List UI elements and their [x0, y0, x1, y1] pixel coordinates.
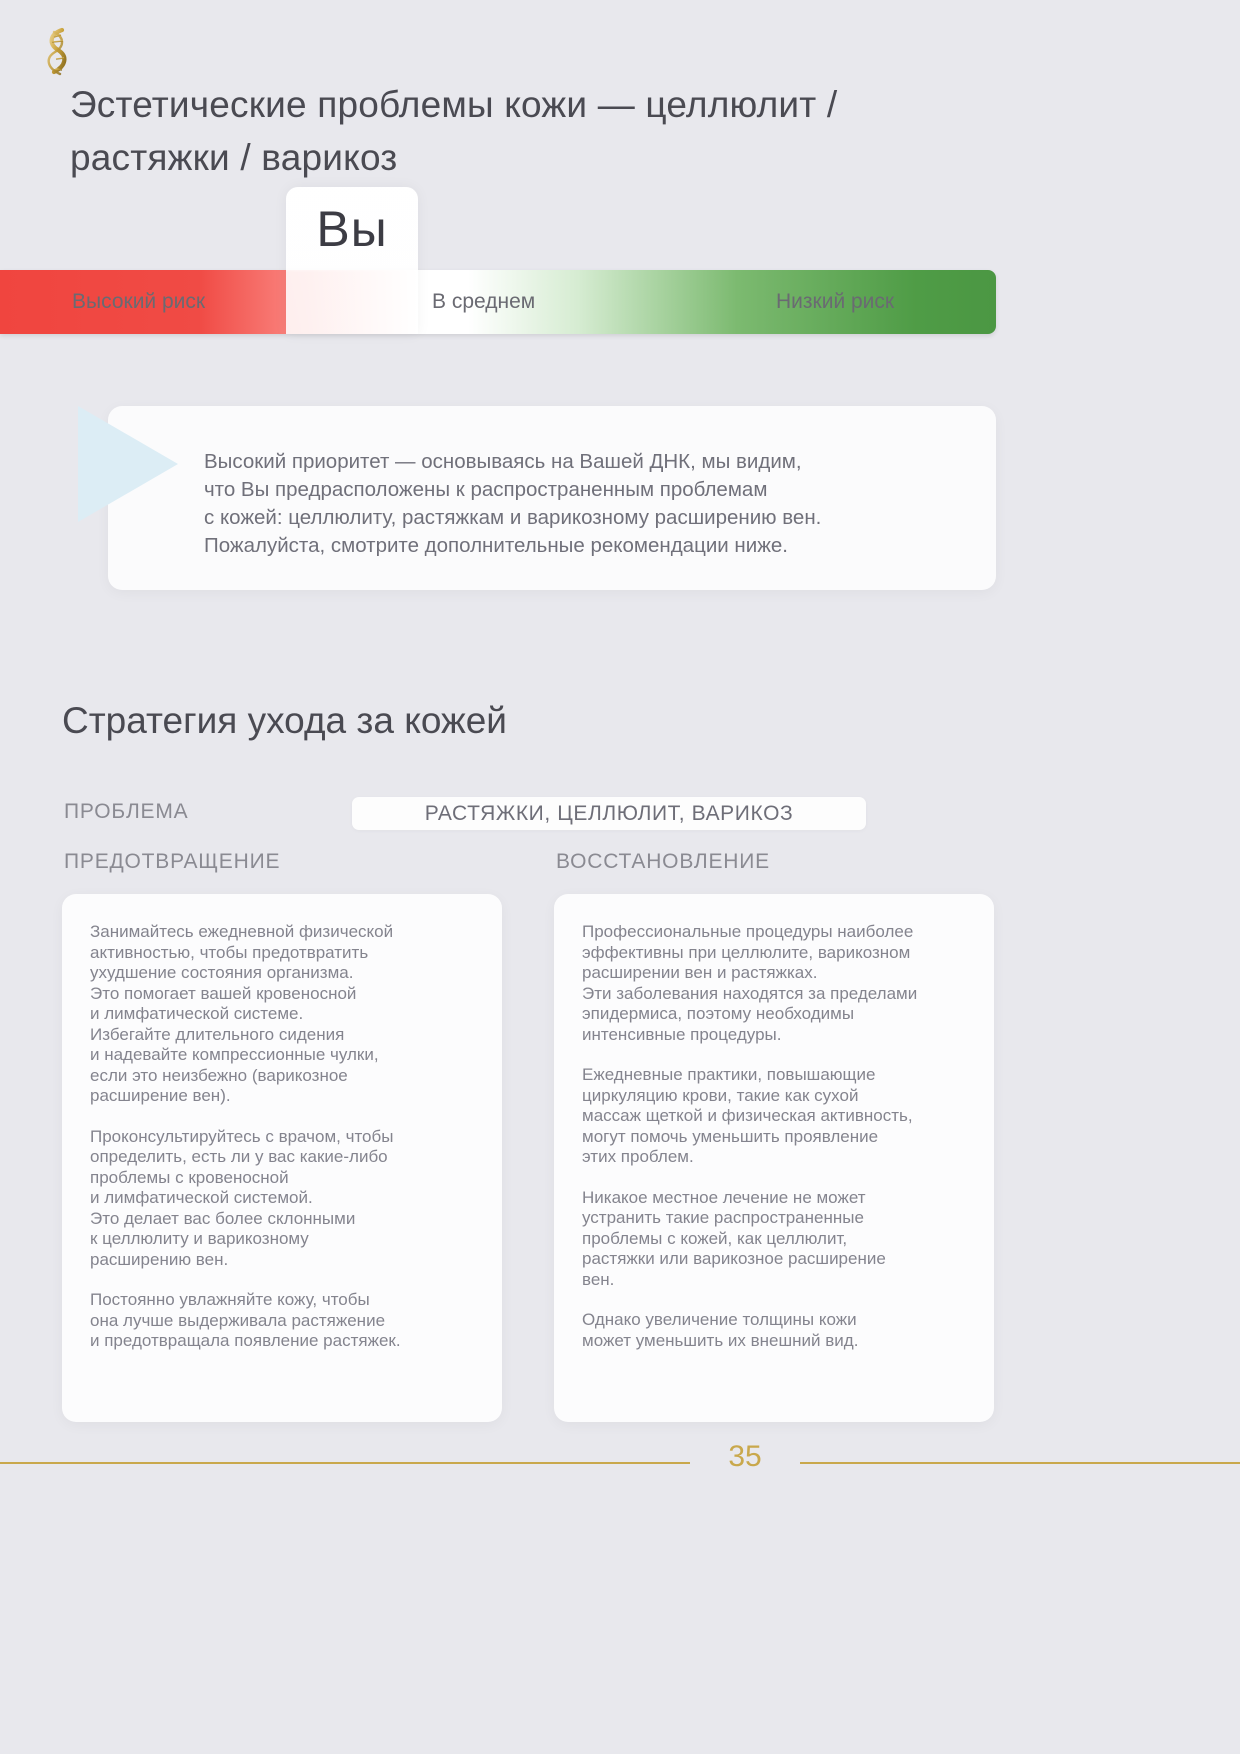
- callout-text: Высокий приоритет — основываясь на Вашей…: [204, 450, 822, 557]
- footer-rule-left: [0, 1462, 690, 1464]
- prevention-card-body: Занимайтесь ежедневной физической активн…: [90, 922, 484, 1352]
- you-marker: Вы: [286, 187, 418, 334]
- footer-rule-right: [800, 1462, 1240, 1464]
- page-number: 35: [728, 1440, 762, 1473]
- recovery-card: Профессиональные процедуры наиболее эффе…: [554, 894, 994, 1422]
- recovery-paragraph: Профессиональные процедуры наиболее эффе…: [582, 922, 918, 1044]
- problem-value-pill: РАСТЯЖКИ, ЦЕЛЛЮЛИТ, ВАРИКОЗ: [352, 797, 866, 830]
- callout-arrow-icon: [78, 406, 178, 522]
- prevention-paragraph: Проконсультируйтесь с врачом, чтобы опре…: [90, 1126, 394, 1269]
- problem-label: ПРОБЛЕМА: [64, 800, 189, 823]
- dna-helix-icon: [36, 24, 82, 86]
- recovery-paragraph: Никакое местное лечение не может устрани…: [582, 1187, 886, 1289]
- risk-label-low: Низкий риск: [776, 290, 895, 313]
- recovery-paragraph: Ежедневные практики, повышающие циркуляц…: [582, 1065, 913, 1166]
- recovery-paragraph: Однако увеличение толщины кожи может уме…: [582, 1310, 859, 1350]
- recovery-label: ВОССТАНОВЛЕНИЕ: [556, 850, 770, 873]
- risk-label-medium: В среднем: [432, 290, 536, 313]
- page-title: Эстетические проблемы кожи — целлюлит / …: [70, 84, 838, 178]
- prevention-card: Занимайтесь ежедневной физической активн…: [62, 894, 502, 1422]
- strategy-heading: Стратегия ухода за кожей: [62, 700, 507, 741]
- risk-gradient-bar: [0, 270, 996, 334]
- prevention-paragraph: Занимайтесь ежедневной физической активн…: [90, 922, 394, 1105]
- recovery-card-body: Профессиональные процедуры наиболее эффе…: [582, 922, 976, 1351]
- prevention-label: ПРЕДОТВРАЩЕНИЕ: [64, 850, 281, 873]
- risk-scale: Высокий риск В среднем Низкий риск Вы: [0, 187, 996, 334]
- risk-label-high: Высокий риск: [72, 290, 206, 313]
- you-marker-label: Вы: [316, 201, 388, 257]
- priority-callout-card: Высокий приоритет — основываясь на Вашей…: [108, 406, 996, 590]
- prevention-paragraph: Постоянно увлажняйте кожу, чтобы она луч…: [90, 1290, 401, 1350]
